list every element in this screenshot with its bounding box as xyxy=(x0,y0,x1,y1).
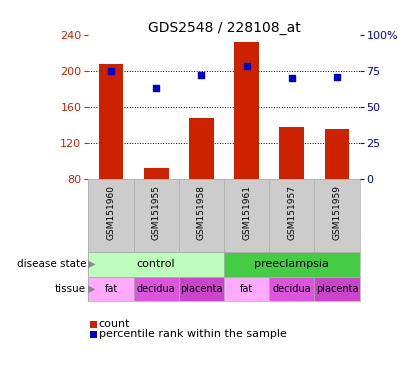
Text: preeclampsia: preeclampsia xyxy=(254,259,329,269)
Text: GDS2548 / 228108_at: GDS2548 / 228108_at xyxy=(148,21,300,35)
Text: GSM151957: GSM151957 xyxy=(287,185,296,240)
Text: tissue: tissue xyxy=(55,284,86,294)
Text: count: count xyxy=(99,319,130,329)
Text: control: control xyxy=(137,259,175,269)
Bar xyxy=(88,276,134,301)
Point xyxy=(334,73,340,79)
Text: ▶: ▶ xyxy=(88,284,95,294)
Text: fat: fat xyxy=(104,284,118,294)
Text: GSM151961: GSM151961 xyxy=(242,185,251,240)
Point xyxy=(243,63,250,70)
Text: GSM151960: GSM151960 xyxy=(106,185,115,240)
Point xyxy=(108,68,114,74)
Point xyxy=(289,75,295,81)
Bar xyxy=(179,276,224,301)
Bar xyxy=(224,252,360,276)
Bar xyxy=(88,252,224,276)
Text: decidua: decidua xyxy=(137,284,175,294)
Point xyxy=(198,72,205,78)
Point xyxy=(153,85,159,91)
Bar xyxy=(134,276,179,301)
Text: GSM151955: GSM151955 xyxy=(152,185,161,240)
Bar xyxy=(144,167,169,179)
Bar xyxy=(269,276,314,301)
Text: placenta: placenta xyxy=(180,284,223,294)
Bar xyxy=(99,65,123,179)
Bar xyxy=(224,276,269,301)
Text: placenta: placenta xyxy=(316,284,358,294)
Text: fat: fat xyxy=(240,284,253,294)
Text: GSM151959: GSM151959 xyxy=(332,185,342,240)
Text: ▶: ▶ xyxy=(88,259,95,269)
Bar xyxy=(325,129,349,179)
Text: GSM151958: GSM151958 xyxy=(197,185,206,240)
Bar xyxy=(314,276,360,301)
Bar xyxy=(189,118,214,179)
Bar xyxy=(279,127,304,179)
Text: decidua: decidua xyxy=(272,284,311,294)
Text: disease state: disease state xyxy=(17,259,86,269)
Bar xyxy=(234,42,259,179)
Text: percentile rank within the sample: percentile rank within the sample xyxy=(99,329,286,339)
